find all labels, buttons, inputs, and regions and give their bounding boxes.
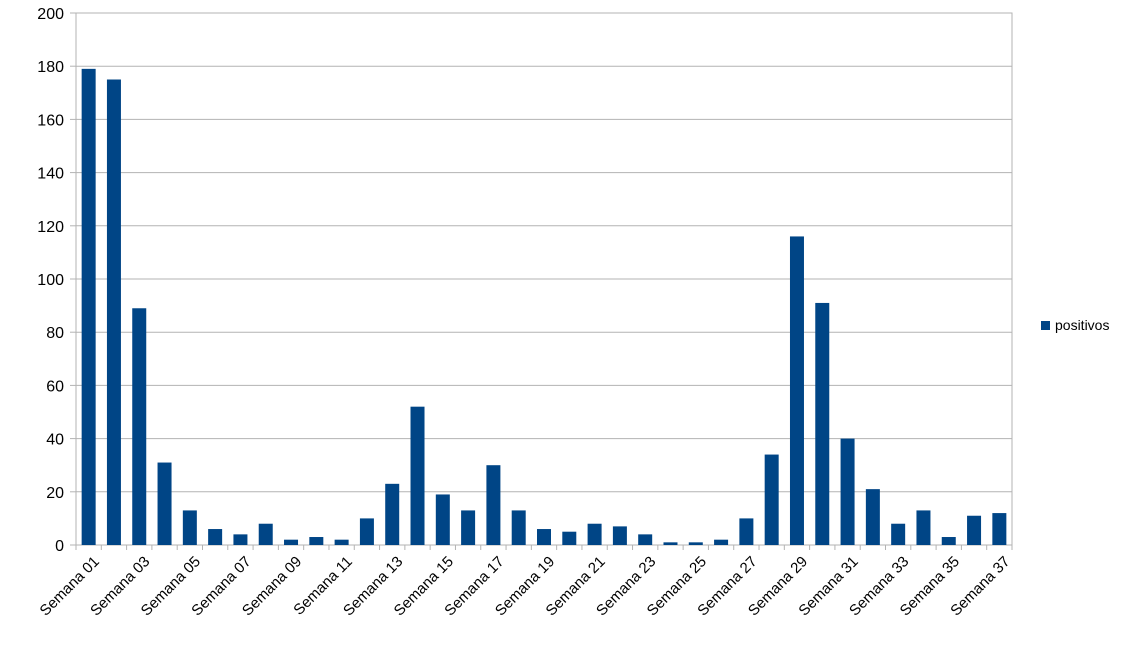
y-tick-label: 80 <box>46 325 64 342</box>
axes <box>70 12 1013 550</box>
bar <box>638 534 653 545</box>
bar <box>941 537 956 545</box>
bar <box>157 462 172 545</box>
bar <box>410 406 425 545</box>
y-tick-label: 60 <box>46 378 64 395</box>
bar <box>663 542 678 545</box>
gridlines <box>76 12 1012 546</box>
bar <box>486 465 501 545</box>
bar <box>106 79 121 545</box>
y-tick-label: 20 <box>46 485 64 502</box>
y-tick-label: 100 <box>37 272 64 289</box>
y-tick-label: 180 <box>37 59 64 76</box>
bar <box>865 489 880 545</box>
bar <box>511 510 526 545</box>
y-tick-label: 0 <box>55 538 64 555</box>
legend-label: positivos <box>1055 317 1109 333</box>
bar <box>916 510 931 545</box>
y-tick-label: 40 <box>46 432 64 449</box>
bar <box>739 518 754 545</box>
bar <box>714 539 729 545</box>
bar <box>385 483 400 545</box>
y-tick-labels: 0 20 40 60 80 100 120 140 160 180 200 <box>37 6 64 555</box>
bar <box>967 515 982 545</box>
bar <box>587 523 602 545</box>
bar <box>992 513 1007 545</box>
y-tick-label: 140 <box>37 166 64 183</box>
bar <box>688 542 703 545</box>
bar <box>562 531 577 545</box>
legend: positivos <box>1041 317 1109 333</box>
bar <box>284 539 299 545</box>
bar <box>612 526 627 545</box>
bar <box>461 510 476 545</box>
bar <box>258 523 273 545</box>
legend-swatch <box>1041 321 1050 330</box>
bar <box>891 523 906 545</box>
bar <box>81 68 96 546</box>
bars <box>81 68 1007 546</box>
bar <box>537 529 551 545</box>
y-tick-label: 160 <box>37 112 64 129</box>
bar <box>309 537 324 545</box>
bar <box>815 302 830 545</box>
bar <box>233 534 248 545</box>
bar <box>435 494 450 545</box>
bar <box>334 539 349 545</box>
bar <box>208 529 223 545</box>
bar <box>132 308 147 545</box>
bar <box>789 236 804 545</box>
bar <box>182 510 197 545</box>
y-tick-label: 200 <box>37 6 64 23</box>
bar <box>359 518 374 545</box>
y-tick-label: 120 <box>37 219 64 236</box>
bar <box>840 438 855 545</box>
bar <box>764 454 779 545</box>
